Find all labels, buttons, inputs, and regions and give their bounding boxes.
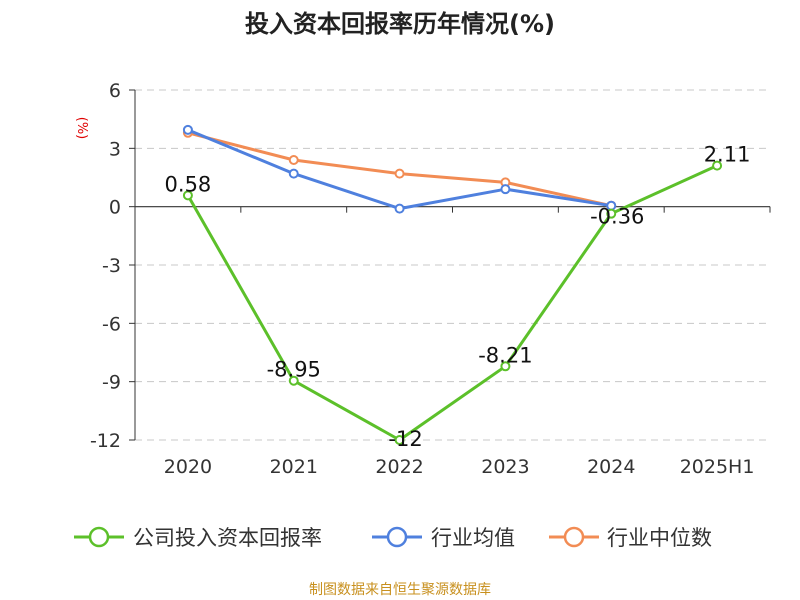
- chart-title: 投入资本回报率历年情况(%): [245, 10, 555, 38]
- axes: 6 3 0 -3 -6 -9 -12 2020 2021 2022 2023 2024 2025H1: [90, 80, 771, 478]
- y-tick-label: 0: [109, 197, 121, 219]
- y-axis-label: (%): [74, 117, 89, 140]
- data-point-industry_avg: [182, 124, 193, 135]
- data-point-company: [500, 361, 511, 372]
- legend-marker-industry_median: [563, 526, 585, 548]
- data-point-company: [394, 435, 405, 445]
- x-tick-label: 2022: [375, 456, 423, 478]
- data-label: -12: [388, 427, 422, 451]
- data-label: 0.58: [165, 172, 212, 196]
- data-point-industry_avg: [394, 203, 405, 214]
- grid: [135, 89, 770, 441]
- y-tick-label: -6: [102, 313, 121, 335]
- y-tick-label: 3: [109, 138, 121, 160]
- legend-label: 行业均值: [431, 526, 515, 550]
- series-layer: [182, 124, 723, 445]
- data-label: -0.36: [590, 205, 644, 229]
- data-point-industry_median: [394, 168, 405, 179]
- data-labels: 0.58 -8.95 -12 -8.21 -0.36 2.11: [165, 143, 751, 451]
- data-point-industry_avg: [288, 168, 299, 179]
- series-line-company: [186, 164, 718, 442]
- data-point-industry_avg: [500, 184, 511, 195]
- data-point-company: [606, 208, 617, 219]
- legend-marker-industry_avg: [386, 526, 408, 548]
- x-tick-label: 2025H1: [680, 456, 755, 478]
- source-note: 制图数据来自恒生聚源数据库: [309, 582, 491, 598]
- data-point-company: [182, 190, 193, 201]
- x-tick-label: 2021: [270, 456, 318, 478]
- y-tick-label: 6: [109, 80, 121, 102]
- data-point-industry_median: [288, 155, 299, 165]
- legend-label: 公司投入资本回报率: [133, 526, 322, 550]
- data-label: -8.95: [267, 358, 321, 382]
- y-tick-label: -12: [90, 430, 121, 452]
- y-tick-label: -3: [102, 255, 121, 277]
- x-tick-label: 2024: [587, 456, 635, 478]
- legend-label: 行业中位数: [607, 526, 712, 550]
- data-point-company: [288, 375, 299, 386]
- y-tick-label: -9: [102, 372, 121, 394]
- data-label: -8.21: [478, 343, 532, 367]
- legend-marker-company: [88, 526, 110, 548]
- legend: 公司投入资本回报率 行业均值 行业中位数: [74, 526, 712, 550]
- x-tick-label: 2023: [481, 456, 529, 478]
- data-label: 2.11: [704, 143, 751, 167]
- data-point-company: [712, 160, 723, 171]
- x-tick-label: 2020: [164, 456, 212, 478]
